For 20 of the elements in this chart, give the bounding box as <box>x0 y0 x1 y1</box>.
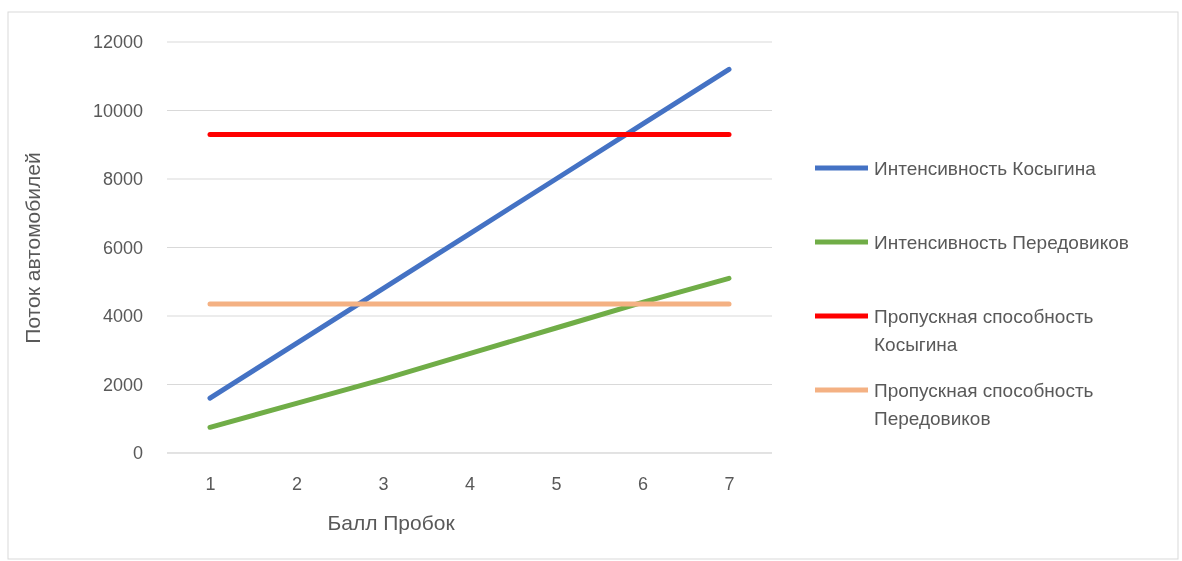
x-tick-label: 6 <box>637 473 649 494</box>
x-tick-label: 4 <box>464 473 476 494</box>
legend-label: Пропускная способность Косыгина <box>874 306 1094 355</box>
x-axis-title: Балл Пробок <box>327 511 456 534</box>
y-tick-label: 12000 <box>92 32 143 53</box>
x-tick-label: 2 <box>291 473 303 494</box>
y-tick-label: 4000 <box>102 306 143 327</box>
x-tick-label: 1 <box>205 473 216 494</box>
x-tick-label: 5 <box>551 473 562 494</box>
y-tick-label: 0 <box>132 443 143 464</box>
x-tick-label: 7 <box>724 473 735 494</box>
y-tick-label: 10000 <box>92 100 143 121</box>
legend-label: Интенсивность Косыгина <box>874 158 1097 179</box>
y-tick-label: 6000 <box>102 237 143 258</box>
y-axis-title: Поток автомобилей <box>21 152 44 344</box>
x-tick-label: 3 <box>378 473 389 494</box>
legend-label: Пропускная способность Передовиков <box>874 380 1094 429</box>
legend-label: Интенсивность Передовиков <box>874 232 1129 253</box>
y-tick-label: 8000 <box>102 169 143 190</box>
y-tick-label: 2000 <box>102 374 143 395</box>
